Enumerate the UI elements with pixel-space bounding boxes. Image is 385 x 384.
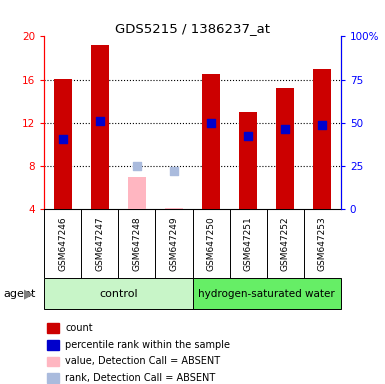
Bar bbox=[54, 79, 72, 209]
Point bbox=[319, 122, 325, 128]
Text: value, Detection Call = ABSENT: value, Detection Call = ABSENT bbox=[65, 356, 220, 366]
Text: count: count bbox=[65, 323, 93, 333]
Text: GSM647251: GSM647251 bbox=[244, 217, 253, 271]
Bar bbox=[47, 323, 59, 333]
Point bbox=[208, 120, 214, 126]
Bar bbox=[47, 373, 59, 383]
Text: hydrogen-saturated water: hydrogen-saturated water bbox=[198, 289, 335, 299]
Text: GSM647247: GSM647247 bbox=[95, 217, 104, 271]
Text: GSM647253: GSM647253 bbox=[318, 217, 327, 271]
Bar bbox=[47, 356, 59, 366]
Bar bbox=[192, 278, 341, 309]
Bar bbox=[47, 340, 59, 349]
Bar bbox=[44, 278, 192, 309]
Text: control: control bbox=[99, 289, 138, 299]
Point bbox=[282, 126, 288, 132]
Text: GSM647246: GSM647246 bbox=[58, 217, 67, 271]
Bar bbox=[202, 74, 220, 209]
Bar bbox=[313, 69, 331, 209]
Text: GSM647250: GSM647250 bbox=[206, 217, 216, 271]
Text: GSM647252: GSM647252 bbox=[281, 217, 290, 271]
Bar bbox=[165, 208, 183, 209]
Point bbox=[171, 169, 177, 175]
Point bbox=[245, 133, 251, 139]
Bar bbox=[90, 45, 109, 209]
Bar bbox=[276, 88, 295, 209]
Text: ▶: ▶ bbox=[24, 287, 34, 300]
Point bbox=[97, 118, 103, 124]
Title: GDS5215 / 1386237_at: GDS5215 / 1386237_at bbox=[115, 22, 270, 35]
Point bbox=[134, 162, 140, 169]
Bar bbox=[239, 112, 257, 209]
Bar bbox=[128, 177, 146, 209]
Text: percentile rank within the sample: percentile rank within the sample bbox=[65, 340, 230, 350]
Text: agent: agent bbox=[4, 289, 36, 299]
Point bbox=[60, 136, 66, 142]
Text: rank, Detection Call = ABSENT: rank, Detection Call = ABSENT bbox=[65, 373, 215, 383]
Text: GSM647248: GSM647248 bbox=[132, 217, 141, 271]
Text: GSM647249: GSM647249 bbox=[169, 217, 179, 271]
